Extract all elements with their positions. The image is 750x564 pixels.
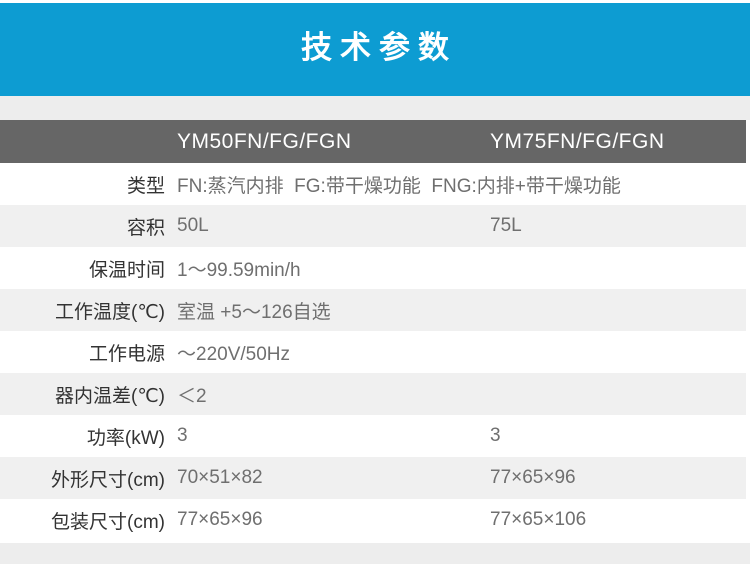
row-value-col2: 3	[490, 425, 501, 446]
section-title-banner: 技术参数	[0, 3, 750, 96]
row-value-col1: 77×65×96	[177, 509, 263, 530]
column-header-ym50: YM50FN/FG/FGN	[177, 129, 352, 153]
table-header-row: YM50FN/FG/FGN YM75FN/FG/FGN	[0, 120, 746, 163]
row-value-col2: 75L	[490, 215, 522, 236]
row-value-col1: 70×51×82	[177, 467, 263, 488]
row-value-col1: 50L	[177, 215, 209, 236]
bottom-white-gap	[0, 541, 750, 543]
table-row-power-supply: 工作电源 ～220V/50Hz	[0, 331, 746, 373]
row-value-col2: 77×65×106	[490, 509, 587, 530]
divider-band-bottom	[0, 543, 750, 564]
row-label: 外形尺寸(cm)	[51, 469, 165, 491]
row-value-col1: 3	[177, 425, 188, 446]
table-row-temperature-difference: 器内温差(℃) ＜2	[0, 373, 746, 415]
row-label: 功率(kW)	[86, 427, 165, 449]
row-label: 器内温差(℃)	[55, 385, 165, 407]
row-label: 工作温度(℃)	[55, 301, 165, 323]
table-row-packing-dimensions: 包装尺寸(cm) 77×65×96 77×65×106	[0, 499, 746, 541]
row-value: ＜2	[177, 385, 207, 407]
page-title: 技术参数	[301, 30, 457, 65]
table-row-working-temperature: 工作温度(℃) 室温 +5～126自选	[0, 289, 746, 331]
row-value: ～220V/50Hz	[177, 343, 291, 365]
column-header-ym75: YM75FN/FG/FGN	[490, 129, 665, 153]
table-row-volume: 容积 50L 75L	[0, 205, 746, 247]
table-row-power: 功率(kW) 3 3	[0, 415, 746, 457]
table-row-holding-time: 保温时间 1～99.59min/h	[0, 247, 746, 289]
table-row-overall-dimensions: 外形尺寸(cm) 70×51×82 77×65×96	[0, 457, 746, 499]
spec-table: YM50FN/FG/FGN YM75FN/FG/FGN 类型 FN:蒸汽内排 F…	[0, 120, 746, 541]
row-label: 容积	[126, 217, 165, 239]
row-value: 1～99.59min/h	[177, 259, 301, 281]
table-row-type: 类型 FN:蒸汽内排 FG:带干燥功能 FNG:内排+带干燥功能	[0, 163, 746, 205]
top-white-strip	[0, 0, 750, 3]
row-value: FN:蒸汽内排 FG:带干燥功能 FNG:内排+带干燥功能	[177, 175, 621, 197]
row-value: 室温 +5～126自选	[177, 301, 331, 323]
row-value-col2: 77×65×96	[490, 467, 576, 488]
row-label: 包装尺寸(cm)	[51, 511, 165, 533]
row-label: 类型	[126, 175, 165, 197]
divider-band-top	[0, 96, 750, 120]
row-label: 保温时间	[88, 259, 165, 281]
row-label: 工作电源	[88, 343, 165, 365]
